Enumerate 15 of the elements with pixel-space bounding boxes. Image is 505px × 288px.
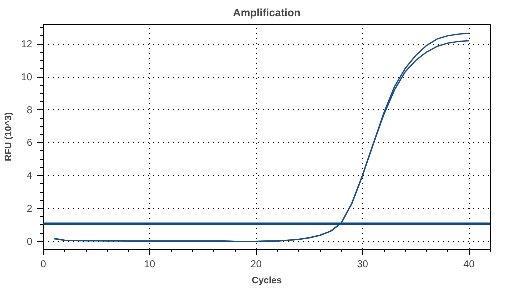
y-axis-title: RFU (10^3) (3, 112, 14, 162)
chart-title: Amplification (233, 8, 301, 20)
x-tick-label: 30 (357, 260, 369, 270)
x-tick-label: 10 (144, 260, 156, 270)
y-tick-label: 8 (26, 105, 33, 116)
x-tick-label: 20 (250, 260, 262, 270)
x-tick-label: 40 (464, 260, 476, 270)
y-tick-label: 2 (26, 204, 33, 215)
y-tick-label: 0 (26, 236, 33, 248)
x-axis-title: Cycles (252, 276, 282, 286)
y-tick-label: 10 (21, 72, 33, 84)
x-tick-label: 0 (40, 260, 47, 270)
y-tick-label: 4 (26, 171, 33, 182)
y-tick-label: 6 (26, 138, 33, 150)
y-tick-label: 12 (21, 40, 33, 51)
